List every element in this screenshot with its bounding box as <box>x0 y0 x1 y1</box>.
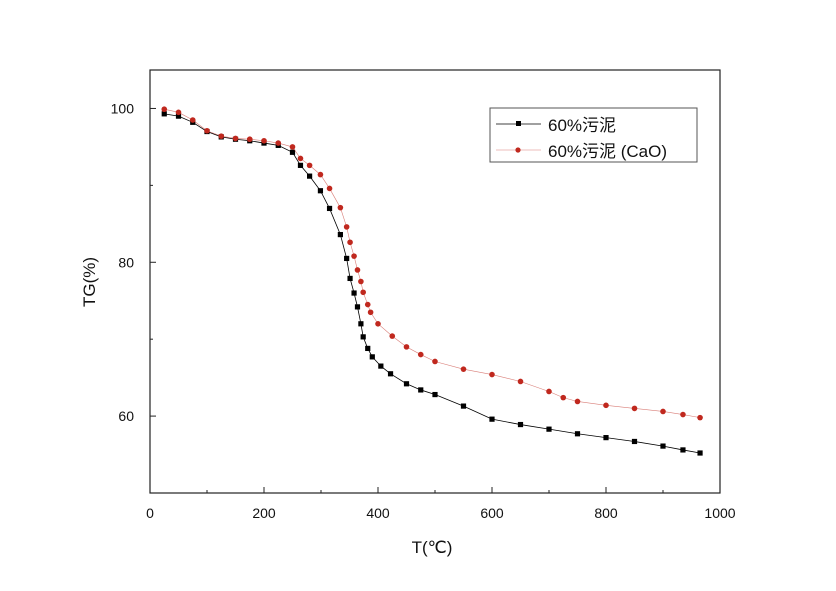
legend-marker-square <box>516 121 521 126</box>
data-point <box>261 137 267 144</box>
data-point <box>337 204 344 211</box>
data-point <box>365 345 371 352</box>
data-point <box>297 155 304 162</box>
data-point <box>189 117 196 123</box>
data-point <box>517 421 524 428</box>
legend-label-0: 60%污泥 <box>548 116 616 135</box>
data-point <box>347 239 353 246</box>
data-point <box>289 149 296 155</box>
x-tick-label: 600 <box>480 505 504 521</box>
data-point <box>161 111 167 117</box>
data-point <box>218 133 225 139</box>
data-point <box>489 416 495 422</box>
data-point <box>603 402 609 409</box>
data-point <box>631 405 638 412</box>
data-point <box>175 109 182 116</box>
data-point <box>660 443 666 449</box>
legend: 60%污泥 60%污泥 (CaO) <box>489 107 698 163</box>
data-point <box>546 388 552 395</box>
data-point <box>517 378 524 385</box>
series-1 <box>161 106 703 421</box>
data-point <box>161 106 168 113</box>
data-point <box>297 162 304 168</box>
data-point <box>460 403 467 409</box>
x-tick-label: 800 <box>594 505 618 521</box>
y-axis-label: TG(%) <box>80 257 99 307</box>
data-point <box>289 144 296 150</box>
data-point <box>364 301 371 308</box>
data-point <box>418 387 424 393</box>
data-point <box>306 162 313 169</box>
data-point <box>351 253 357 259</box>
data-point <box>417 351 424 358</box>
data-point <box>246 136 253 143</box>
data-point <box>343 224 350 230</box>
data-point <box>697 450 703 456</box>
data-point <box>358 278 364 285</box>
data-point <box>360 289 366 296</box>
data-point <box>317 171 324 178</box>
y-tick-label: 60 <box>118 408 134 424</box>
data-point <box>378 363 384 369</box>
data-point <box>232 135 239 142</box>
data-point <box>560 394 567 401</box>
data-point <box>175 113 182 119</box>
data-point <box>574 431 581 437</box>
data-point <box>369 354 375 360</box>
data-point <box>403 344 410 350</box>
data-point <box>389 333 396 339</box>
data-point <box>344 255 350 262</box>
series-0 <box>161 111 703 456</box>
data-point <box>489 371 495 378</box>
legend-box <box>489 107 698 163</box>
data-point <box>697 414 703 421</box>
legend-marker-circle <box>515 147 521 153</box>
x-axis-label: T(℃) <box>412 538 453 557</box>
data-point <box>432 391 438 398</box>
x-tick-label: 200 <box>252 505 276 521</box>
data-point <box>275 140 282 146</box>
x-tick-label: 1000 <box>704 505 735 521</box>
data-point <box>375 321 381 327</box>
data-point <box>326 185 333 192</box>
data-point <box>546 426 552 432</box>
data-point <box>403 381 410 387</box>
data-point <box>358 321 364 327</box>
legend-label-1: 60%污泥 (CaO) <box>548 142 667 161</box>
x-tick-label: 0 <box>146 505 154 521</box>
data-point <box>574 398 581 405</box>
data-point <box>317 188 324 194</box>
data-point <box>347 275 353 282</box>
y-tick-label: 80 <box>118 254 134 270</box>
data-point <box>660 408 666 415</box>
data-point <box>387 371 394 377</box>
series-line <box>164 113 701 454</box>
y-tick-label: 100 <box>111 100 135 116</box>
data-point <box>360 334 366 340</box>
data-point <box>337 231 343 238</box>
data-point <box>367 309 374 316</box>
x-tick-label: 400 <box>366 505 390 521</box>
data-point <box>680 447 686 453</box>
data-point <box>603 435 609 441</box>
data-point <box>307 173 313 179</box>
data-point <box>432 358 438 365</box>
data-point <box>204 127 210 134</box>
data-point <box>326 205 333 212</box>
data-point <box>351 290 357 296</box>
data-point <box>680 411 686 418</box>
data-point <box>354 267 361 273</box>
data-point <box>460 366 467 372</box>
data-point <box>354 304 361 310</box>
data-point <box>631 438 638 445</box>
